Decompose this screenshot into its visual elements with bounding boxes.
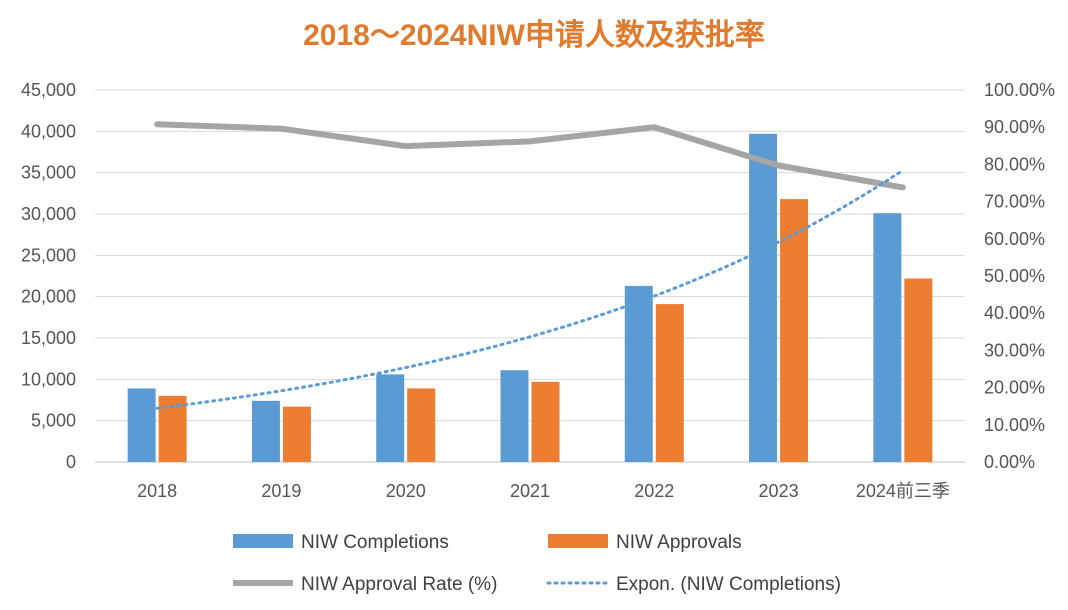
bar-approvals bbox=[780, 199, 809, 462]
y-left-tick-label: 15,000 bbox=[21, 328, 76, 348]
bar-completions bbox=[251, 400, 280, 462]
y-right-tick-label: 20.00% bbox=[984, 378, 1045, 398]
y-left-tick-label: 40,000 bbox=[21, 121, 76, 141]
legend-approvals: NIW Approvals bbox=[548, 532, 742, 553]
x-tick-label: 2023 bbox=[759, 481, 799, 501]
approval-rate-line bbox=[154, 121, 906, 191]
legend-approval-rate: NIW Approval Rate (%) bbox=[233, 574, 497, 595]
y-left-tick-label: 10,000 bbox=[21, 369, 76, 389]
expon-trendline bbox=[155, 168, 905, 410]
bar-completions bbox=[873, 213, 902, 462]
y-left-tick-label: 25,000 bbox=[21, 245, 76, 265]
y-right-tick-label: 30.00% bbox=[984, 340, 1045, 360]
y-right-tick-label: 0.00% bbox=[984, 452, 1035, 472]
bar-completions bbox=[127, 388, 156, 462]
legend-label: NIW Completions bbox=[301, 532, 449, 553]
axes: 0 5,000 10,000 15,000 20,000 25,000 30,000 35,0… bbox=[21, 80, 1055, 501]
y-right-tick-label: 70.00% bbox=[984, 192, 1045, 212]
chart-title: 2018～2024NIW申请人数及获批率 bbox=[303, 19, 765, 52]
x-tick-label: 2020 bbox=[386, 481, 426, 501]
bar-completions bbox=[749, 133, 778, 462]
y-left-tick-label: 45,000 bbox=[21, 80, 76, 100]
y-left-tick-label: 20,000 bbox=[21, 287, 76, 307]
bar-approvals bbox=[531, 381, 560, 462]
x-tick-label: 2022 bbox=[634, 481, 674, 501]
legend-label: NIW Approval Rate (%) bbox=[301, 574, 497, 595]
bar-approvals bbox=[282, 406, 311, 462]
bars bbox=[127, 133, 933, 462]
bar-approvals bbox=[407, 388, 436, 462]
y-right-tick-label: 60.00% bbox=[984, 229, 1045, 249]
y-right-tick-label: 50.00% bbox=[984, 266, 1045, 286]
bar-completions bbox=[376, 374, 405, 462]
legend-completions: NIW Completions bbox=[233, 532, 449, 553]
legend-swatch bbox=[548, 534, 608, 548]
gridlines bbox=[95, 89, 965, 463]
bar-completions bbox=[624, 285, 653, 462]
lines bbox=[154, 121, 906, 410]
y-right-tick-label: 90.00% bbox=[984, 117, 1045, 137]
x-tick-label: 2019 bbox=[261, 481, 301, 501]
y-right-tick-label: 10.00% bbox=[984, 415, 1045, 435]
bar-completions bbox=[500, 370, 529, 462]
legend-swatch bbox=[233, 534, 293, 548]
y-left-tick-label: 0 bbox=[66, 452, 76, 472]
y-left-tick-label: 5,000 bbox=[31, 411, 76, 431]
x-tick-label: 2021 bbox=[510, 481, 550, 501]
legend-label: Expon. (NIW Completions) bbox=[616, 574, 841, 595]
y-right-tick-label: 100.00% bbox=[984, 80, 1055, 100]
x-tick-label: 2018 bbox=[137, 481, 177, 501]
y-right-tick-label: 80.00% bbox=[984, 154, 1045, 174]
legend-trendline: Expon. (NIW Completions) bbox=[546, 574, 841, 595]
y-left-tick-label: 30,000 bbox=[21, 204, 76, 224]
legend-label: NIW Approvals bbox=[616, 532, 742, 553]
bar-approvals bbox=[655, 304, 684, 462]
y-left-tick-label: 35,000 bbox=[21, 163, 76, 183]
y-right-tick-label: 40.00% bbox=[984, 303, 1045, 323]
bar-approvals bbox=[904, 278, 933, 462]
x-tick-label: 2024前三季 bbox=[856, 481, 950, 501]
legend: NIW Completions NIW Approvals NIW Approval… bbox=[233, 532, 841, 595]
